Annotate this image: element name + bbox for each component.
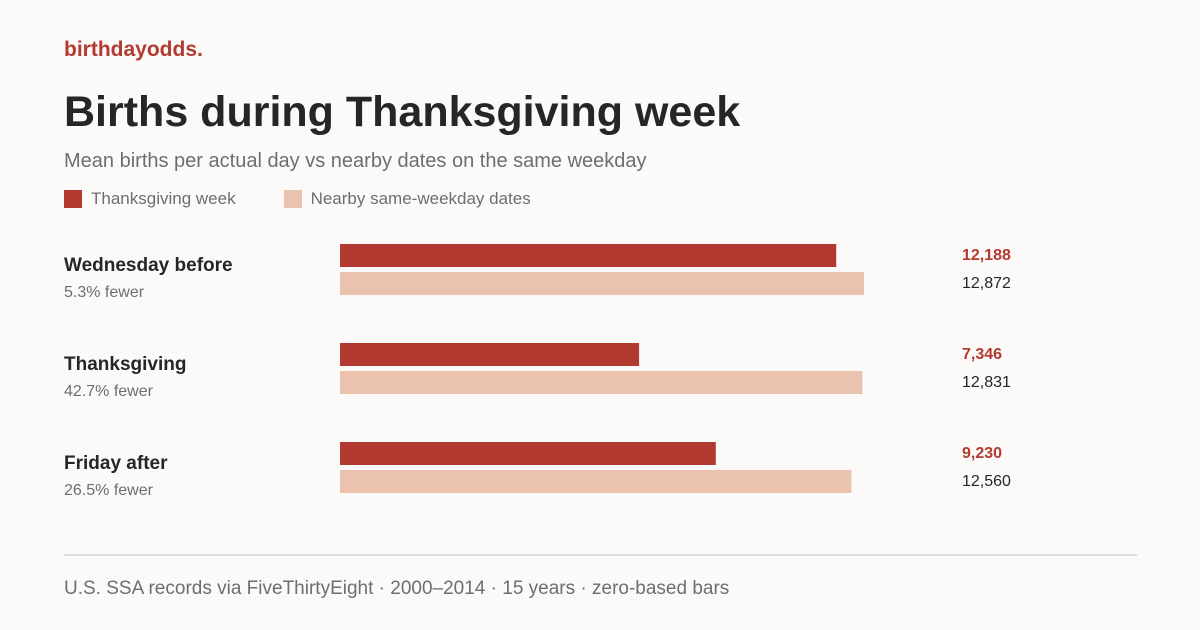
value-label-thanksgiving-friday-after: 9,230 <box>962 445 1002 462</box>
value-label-thanksgiving-thanksgiving: 7,346 <box>962 346 1002 363</box>
bar-thanksgiving-friday-after <box>340 442 716 465</box>
legend: Thanksgiving week Nearby same-weekday da… <box>64 189 579 209</box>
bar-nearby-thanksgiving <box>340 371 863 394</box>
category-label-thanksgiving: Thanksgiving <box>64 354 186 375</box>
legend-item-thanksgiving: Thanksgiving week <box>64 189 236 209</box>
bar-nearby-wednesday-before <box>340 272 865 295</box>
value-label-nearby-wednesday-before: 12,872 <box>962 275 1011 292</box>
category-note-wednesday-before: 5.3% fewer <box>64 284 145 301</box>
footer-divider <box>64 554 1137 556</box>
footer-note: U.S. SSA records via FiveThirtyEight · 2… <box>64 578 730 599</box>
legend-item-nearby: Nearby same-weekday dates <box>283 189 531 209</box>
value-label-nearby-thanksgiving: 12,831 <box>962 374 1011 391</box>
category-label-wednesday-before: Wednesday before <box>64 255 233 276</box>
category-note-thanksgiving: 42.7% fewer <box>64 383 154 400</box>
brand-logo: birthdayodds. <box>64 38 203 61</box>
legend-swatch-thanksgiving <box>64 190 82 208</box>
value-label-nearby-friday-after: 12,560 <box>962 473 1011 490</box>
category-note-friday-after: 26.5% fewer <box>64 482 154 499</box>
value-label-thanksgiving-wednesday-before: 12,188 <box>962 247 1011 264</box>
bar-nearby-friday-after <box>340 470 852 493</box>
bar-thanksgiving-thanksgiving <box>340 343 640 366</box>
chart-subtitle: Mean births per actual day vs nearby dat… <box>64 150 647 172</box>
category-label-friday-after: Friday after <box>64 453 168 474</box>
bar-thanksgiving-wednesday-before <box>340 244 837 267</box>
legend-label-nearby: Nearby same-weekday dates <box>310 189 531 208</box>
legend-label-thanksgiving: Thanksgiving week <box>91 189 236 208</box>
legend-swatch-nearby <box>283 190 302 208</box>
chart-title: Births during Thanksgiving week <box>64 88 741 136</box>
